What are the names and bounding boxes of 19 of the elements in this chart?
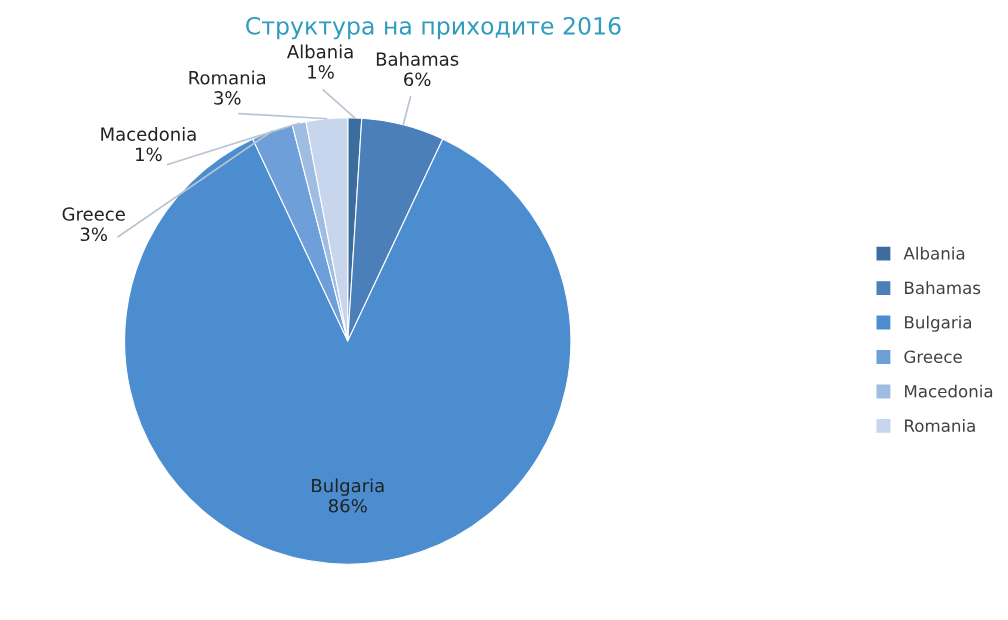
- slice-label: Greece: [62, 207, 125, 221]
- slice-label: Albania: [286, 44, 353, 59]
- slice-label: Macedonia: [101, 126, 196, 141]
- chart-title: Структура на приходите 2016: [246, 16, 621, 40]
- data-label: 86%: [328, 498, 367, 513]
- legend-label: Macedonia: [905, 384, 993, 398]
- data-label: 3%: [80, 227, 107, 242]
- slice-label: Bulgaria: [312, 478, 384, 496]
- data-label: 1%: [136, 147, 162, 162]
- legend-label: Bulgaria: [905, 315, 972, 332]
- slice-label: Bahamas: [376, 51, 459, 66]
- slice-label: Romania: [189, 70, 266, 85]
- legend-label: Romania: [905, 419, 975, 432]
- legend-label: Albania: [903, 246, 965, 260]
- legend-label: Greece: [904, 350, 962, 364]
- data-label: 3%: [214, 91, 241, 105]
- data-label: 6%: [404, 72, 431, 87]
- data-label: 1%: [308, 65, 334, 79]
- legend-label: Bahamas: [905, 281, 981, 295]
